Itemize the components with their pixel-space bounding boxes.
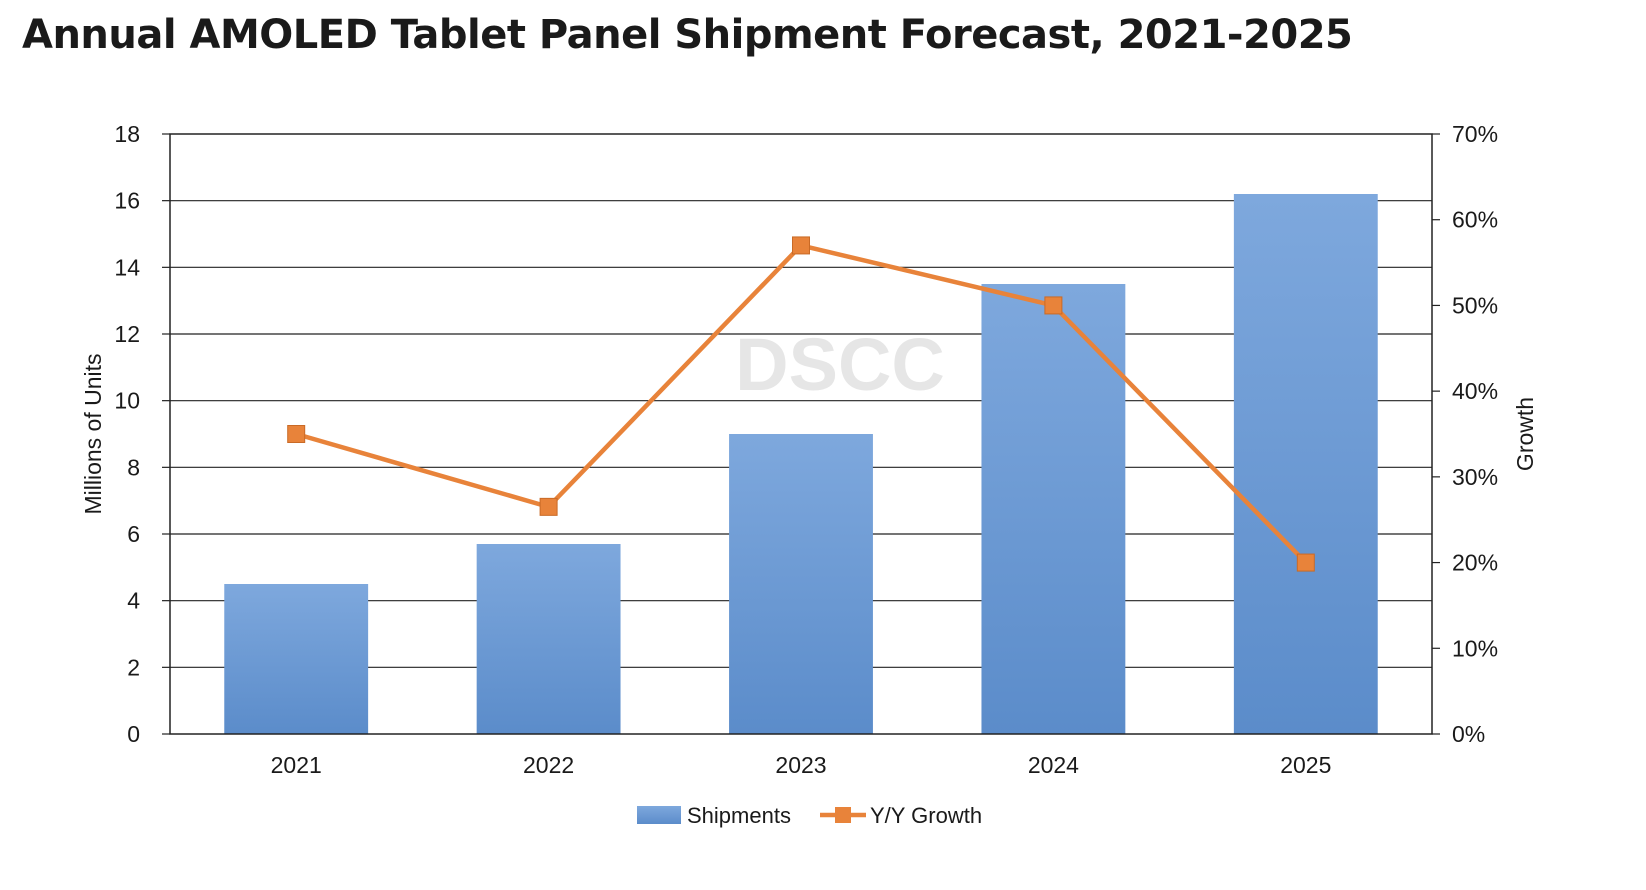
y-tick-label: 6 bbox=[127, 521, 140, 547]
y-tick-label: 12 bbox=[114, 321, 140, 347]
y-tick-label: 14 bbox=[114, 254, 140, 280]
growth-marker-2023 bbox=[792, 236, 810, 255]
legend-swatch-shipments bbox=[637, 806, 681, 824]
growth-marker-2025 bbox=[1296, 553, 1315, 572]
y2-tick-label: 30% bbox=[1452, 464, 1498, 490]
x-tick-label: 2025 bbox=[1280, 752, 1331, 778]
axes: 0 2 4 6 8 10 12 14 16 18 0% 10% 20% 30% 40% 50% 60% 70% 20… bbox=[80, 121, 1538, 778]
y2-tick-label: 20% bbox=[1452, 550, 1498, 576]
bar-shipments-2025 bbox=[1233, 194, 1378, 734]
bar-shipments-2023 bbox=[729, 434, 873, 734]
y-tick-label: 4 bbox=[127, 588, 140, 614]
y-tick-label: 0 bbox=[127, 721, 140, 747]
y2-tick-label: 0% bbox=[1452, 721, 1485, 747]
y2-axis-title: Growth bbox=[1512, 397, 1538, 471]
plot-frame bbox=[169, 133, 1433, 735]
bar-shipments-2021 bbox=[224, 584, 369, 734]
y2-tick-label: 40% bbox=[1452, 378, 1498, 404]
y2-tick-label: 50% bbox=[1452, 292, 1498, 318]
growth-marker-2024 bbox=[1044, 296, 1063, 315]
legend-marker-growth bbox=[835, 807, 851, 823]
y-tick-label: 8 bbox=[127, 454, 140, 480]
y-axis-title: Millions of Units bbox=[80, 353, 106, 514]
legend-label-growth: Y/Y Growth bbox=[870, 803, 982, 828]
x-tick-label: 2023 bbox=[775, 752, 826, 778]
bar-shipments-2022 bbox=[476, 544, 621, 734]
x-tick-label: 2022 bbox=[523, 752, 574, 778]
y2-tick-label: 60% bbox=[1452, 207, 1498, 233]
y-tick-label: 10 bbox=[114, 388, 140, 414]
x-tick-label: 2021 bbox=[271, 752, 322, 778]
growth-marker-2022 bbox=[539, 497, 558, 516]
y-tick-label: 2 bbox=[127, 654, 140, 680]
legend-label-shipments: Shipments bbox=[687, 803, 791, 828]
growth-marker-2021 bbox=[287, 425, 306, 443]
y-tick-label: 18 bbox=[114, 121, 140, 147]
y-tick-label: 16 bbox=[114, 188, 140, 214]
bar-shipments-2024 bbox=[981, 284, 1126, 734]
watermark: DSCC bbox=[735, 323, 945, 406]
x-tick-label: 2024 bbox=[1028, 752, 1079, 778]
bars bbox=[224, 194, 1378, 734]
chart-title: Annual AMOLED Tablet Panel Shipment Fore… bbox=[22, 12, 1353, 58]
y2-tick-label: 10% bbox=[1452, 635, 1498, 661]
growth-line bbox=[287, 236, 1315, 572]
y2-tick-label: 70% bbox=[1452, 121, 1498, 147]
legend: Shipments Y/Y Growth bbox=[637, 803, 982, 828]
